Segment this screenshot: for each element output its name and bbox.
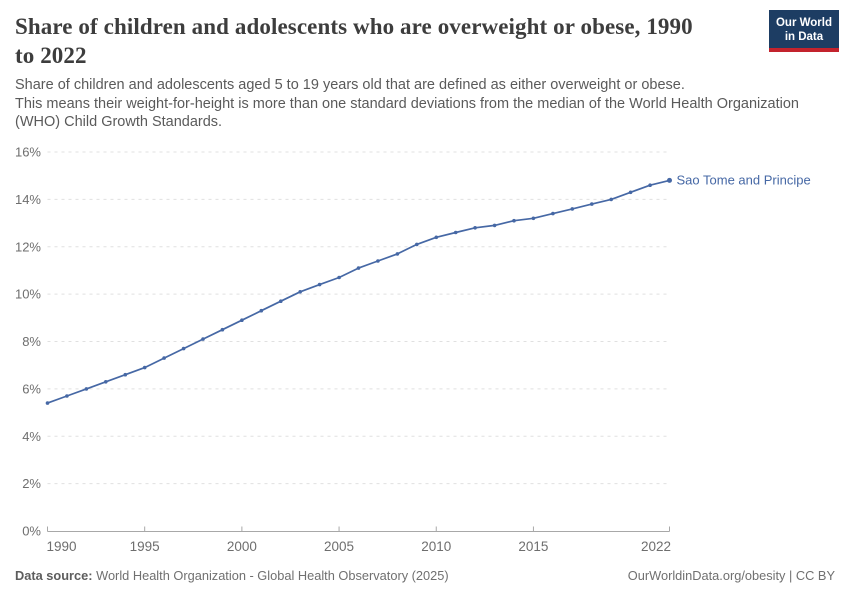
owid-logo[interactable]: Our World in Data: [768, 10, 839, 52]
data-point-marker: [298, 290, 303, 294]
data-point-marker: [317, 282, 322, 287]
data-point-marker: [473, 226, 477, 230]
chart-footer: Data source: World Health Organization -…: [15, 568, 835, 583]
y-tick-label: 10%: [15, 287, 41, 302]
y-tick-label: 4%: [22, 429, 41, 444]
data-point-marker: [162, 356, 166, 360]
data-point-marker: [279, 299, 283, 304]
data-point-marker: [337, 275, 341, 280]
y-tick-label: 16%: [15, 145, 41, 160]
series-line: [46, 179, 671, 404]
data-point-marker: [123, 372, 128, 377]
data-point-marker: [181, 346, 186, 351]
data-point-marker: [84, 387, 89, 391]
data-point-marker: [395, 252, 400, 256]
data-point-marker: [628, 190, 633, 195]
chart-subtitle-line-3: (WHO) Child Growth Standards.: [15, 114, 223, 131]
data-point-marker: [667, 177, 672, 183]
owid-citation-link[interactable]: OurWorldinData.org/obesity | CC BY: [627, 568, 835, 583]
y-tick-label: 2%: [22, 476, 41, 491]
owid-logo-line-2: in Data: [784, 31, 824, 43]
owid-logo-line-1: Our World: [775, 17, 832, 29]
data-point-marker: [65, 394, 69, 398]
data-source: Data source: World Health Organization -…: [15, 568, 449, 583]
data-point-marker: [142, 365, 147, 370]
chart-subtitle-line-2: This means their weight-for-height is mo…: [15, 95, 799, 112]
data-point-marker: [590, 202, 594, 206]
data-point-marker: [104, 380, 108, 384]
x-tick-label: 2010: [421, 539, 451, 554]
data-point-marker: [240, 318, 244, 323]
data-point-marker: [492, 223, 497, 228]
data-point-marker: [415, 242, 419, 247]
data-point-marker: [45, 401, 50, 405]
x-tick-label: 1995: [130, 539, 160, 554]
data-point-marker: [609, 197, 613, 202]
data-point-marker: [259, 308, 264, 313]
y-tick-label: 0%: [22, 524, 41, 539]
page-title-line-1: Share of children and adolescents who ar…: [15, 14, 693, 39]
y-tick-label: 12%: [15, 239, 41, 254]
data-source-label: Data source:: [15, 568, 93, 583]
data-point-marker: [570, 207, 575, 211]
x-tick-label: 2005: [324, 539, 354, 554]
x-tick-label: 2000: [227, 539, 257, 554]
page-title: Share of children and adolescents who ar…: [15, 12, 765, 70]
data-point-marker: [551, 211, 555, 216]
chart-subtitle-line-1: Share of children and adolescents aged 5…: [15, 77, 685, 93]
data-source-text: World Health Organization - Global Healt…: [96, 568, 449, 583]
x-tick-label: 1990: [47, 539, 77, 554]
data-point-marker: [201, 337, 205, 341]
data-point-marker: [220, 327, 225, 332]
y-tick-label: 6%: [22, 381, 41, 396]
chart-subtitle: Share of children and adolescents aged 5…: [15, 76, 835, 132]
x-tick-label: 2015: [518, 539, 548, 554]
page-title-line-2: to 2022: [15, 43, 87, 68]
data-point-marker: [512, 218, 516, 223]
data-point-marker: [453, 230, 458, 235]
entity-label: Sao Tome and Principe: [677, 173, 811, 188]
data-point-marker: [356, 266, 361, 270]
y-tick-label: 14%: [15, 192, 41, 207]
data-point-marker: [434, 235, 439, 240]
x-tick-label: 2022: [641, 539, 671, 554]
data-point-marker: [531, 216, 536, 221]
y-tick-label: 8%: [22, 334, 41, 349]
data-point-marker: [648, 183, 652, 187]
data-point-marker: [376, 259, 380, 263]
